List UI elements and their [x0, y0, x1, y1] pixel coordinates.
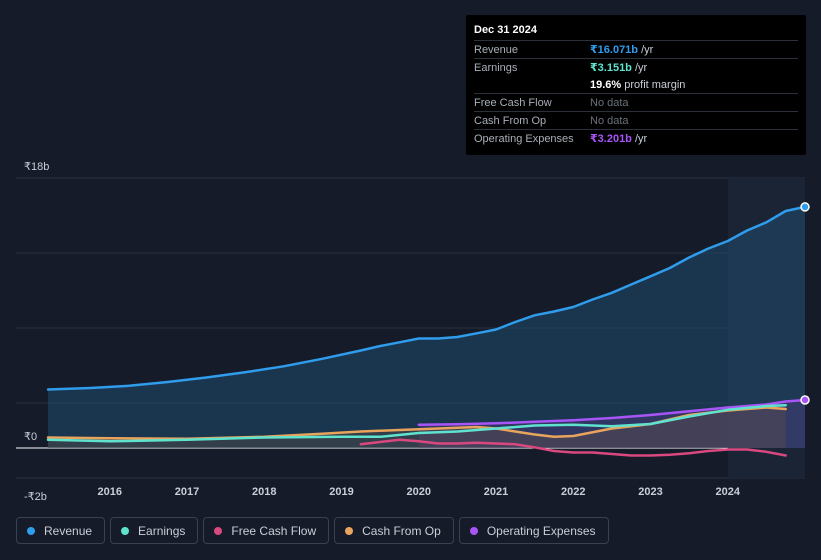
series-line-free-cash-flow	[359, 438, 787, 457]
tooltip-value: ₹3.201b	[590, 133, 632, 145]
tooltip-row-revenue: Revenue ₹16.071b /yr	[474, 40, 798, 58]
legend-dot-icon	[27, 526, 35, 535]
legend-label: Cash From Op	[362, 523, 441, 538]
series-end-point-revenue	[800, 202, 810, 212]
y-tick-label: ₹0	[24, 431, 37, 443]
y-tick-label: -₹2b	[24, 491, 47, 503]
tooltip-label: Revenue	[474, 43, 519, 56]
legend-dot-icon	[214, 526, 223, 535]
legend-dot-icon	[121, 526, 130, 535]
y-axis-tick-labels: ₹18b ₹0 -₹2b	[24, 161, 49, 503]
tooltip-label: Operating Expenses	[474, 132, 574, 145]
legend-item-operating-expenses[interactable]: Operating Expenses	[458, 517, 609, 544]
tooltip-row-cash-from-op: Cash From Op No data	[474, 111, 798, 129]
x-axis-tick-labels: 2016 2017 2018 2019 2020 2021 2022 2023 2024	[98, 486, 741, 498]
tooltip-value: No data	[590, 114, 629, 127]
tooltip-row-operating-expenses: Operating Expenses ₹3.201b /yr	[474, 129, 798, 147]
tooltip-unit: profit margin	[621, 78, 686, 91]
x-tick-label: 2017	[175, 486, 199, 498]
tooltip-unit: /yr	[631, 133, 648, 145]
series-line-earnings	[46, 404, 787, 443]
legend-label: Operating Expenses	[486, 523, 596, 538]
legend-label: Free Cash Flow	[231, 523, 317, 538]
chart-svg: ₹18b₹0-₹2b 2016 2017 2018 2019 2020 2021 2022 2…	[16, 161, 810, 503]
legend-item-free-cash-flow[interactable]: Free Cash Flow	[203, 517, 330, 544]
tooltip-value: ₹3.151b	[590, 62, 632, 74]
tooltip-value: ₹16.071b	[590, 44, 639, 56]
tooltip-row-free-cash-flow: Free Cash Flow No data	[474, 93, 798, 111]
legend-dot-icon	[469, 526, 478, 535]
series-area-revenue	[48, 206, 805, 448]
legend-label: Earnings	[138, 523, 186, 538]
x-tick-label: 2018	[252, 486, 276, 498]
series-lines	[46, 205, 807, 457]
x-tick-label: 2020	[407, 486, 431, 498]
tooltip-label: Free Cash Flow	[474, 96, 552, 109]
legend-item-earnings[interactable]: Earnings	[110, 517, 199, 544]
x-tick-label: 2019	[329, 486, 353, 498]
x-tick-label: 2023	[638, 486, 662, 498]
chart-legend: Revenue Earnings Free Cash Flow Cash Fro…	[16, 517, 609, 544]
tooltip-row-earnings: Earnings ₹3.151b /yr	[474, 58, 798, 76]
legend-label: Revenue	[44, 523, 93, 538]
tooltip-value: 19.6%	[590, 78, 622, 91]
data-tooltip: Dec 31 2024 Revenue ₹16.071b /yr Earning…	[466, 15, 806, 155]
tooltip-date: Dec 31 2024	[474, 24, 537, 36]
tooltip-unit: /yr	[631, 62, 648, 74]
legend-dot-icon	[345, 526, 354, 535]
x-tick-label: 2024	[716, 486, 741, 498]
y-tick-label: ₹18b	[24, 161, 49, 173]
tooltip-label: Cash From Op	[474, 114, 547, 127]
series-line-operating-expenses	[417, 398, 807, 427]
tooltip-label: Earnings	[474, 61, 518, 74]
series-line-revenue	[46, 205, 807, 391]
series-end-point-operating-expenses	[800, 395, 810, 405]
legend-item-revenue[interactable]: Revenue	[16, 517, 106, 544]
series-end-markers	[800, 202, 810, 405]
tooltip-unit: /yr	[638, 44, 654, 56]
x-tick-label: 2021	[484, 486, 508, 498]
x-tick-label: 2022	[561, 486, 585, 498]
tooltip-value: No data	[590, 96, 629, 109]
legend-item-cash-from-op[interactable]: Cash From Op	[334, 517, 454, 544]
tooltip-row-profit-margin: 19.6% profit margin	[474, 76, 798, 93]
x-tick-label: 2016	[98, 486, 122, 498]
